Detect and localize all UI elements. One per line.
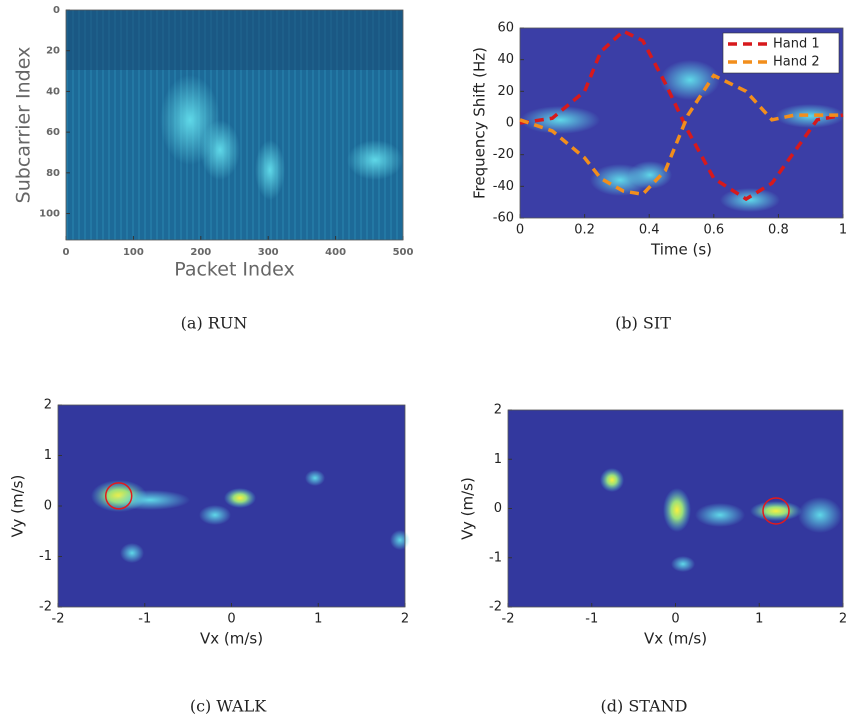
y-tick-label: 0 — [44, 499, 52, 514]
plot-frame — [507, 409, 844, 608]
x-tick-label: 2 — [401, 612, 409, 627]
x-tick-label: 0.4 — [639, 223, 660, 238]
marker-circle — [104, 482, 133, 510]
x-tick-label: 0 — [516, 223, 524, 238]
x-tick-label: 0 — [227, 612, 235, 627]
caption: (b) SIT — [615, 314, 671, 333]
line-series — [519, 73, 843, 197]
y-tick-label: 20 — [46, 46, 60, 57]
y-tick-label: -20 — [493, 147, 514, 162]
x-tick-label: -2 — [502, 612, 515, 627]
x-tick-label: 200 — [190, 247, 211, 258]
x-tick-label: 0 — [63, 247, 70, 258]
y-tick-label: -2 — [39, 600, 52, 615]
y-axis-label: Vy (m/s) — [459, 477, 477, 540]
x-tick-label: 1 — [839, 223, 847, 238]
legend-label: Hand 2 — [773, 55, 820, 70]
y-tick-label: 2 — [494, 403, 502, 418]
caption: (a) RUN — [181, 314, 248, 333]
y-tick-label: 1 — [494, 452, 502, 467]
x-axis-label: Time (s) — [650, 241, 712, 259]
x-tick-label: 0.8 — [768, 223, 789, 238]
x-tick-label: -2 — [52, 612, 65, 627]
x-tick-label: 300 — [258, 247, 279, 258]
x-axis-label: Vx (m/s) — [644, 630, 707, 648]
y-tick-label: -2 — [489, 600, 502, 615]
y-tick-label: 60 — [46, 127, 60, 138]
line-series — [519, 29, 844, 202]
heatmap-texture — [58, 10, 845, 607]
y-tick-label: 60 — [497, 21, 514, 36]
x-tick-label: 500 — [393, 247, 414, 258]
caption: (d) STAND — [601, 697, 688, 716]
y-tick-label: -60 — [493, 211, 514, 226]
plot-frame — [65, 9, 404, 241]
y-tick-label: 0 — [53, 5, 60, 16]
y-axis-label: Frequency Shift (Hz) — [471, 47, 489, 199]
marker-circle — [762, 497, 790, 525]
y-tick-label: 20 — [497, 84, 514, 99]
x-tick-label: 2 — [839, 612, 847, 627]
y-tick-label: 100 — [39, 209, 60, 220]
y-tick-label: 80 — [46, 168, 60, 179]
y-tick-label: 0 — [506, 116, 514, 131]
y-axis-label: Subcarrier Index — [13, 47, 35, 204]
y-tick-label: 1 — [44, 448, 52, 463]
y-tick-label: 2 — [44, 398, 52, 413]
x-tick-label: 400 — [325, 247, 346, 258]
x-axis-label: Vx (m/s) — [200, 630, 263, 648]
plot-frame — [57, 404, 406, 608]
caption: (c) WALK — [190, 697, 267, 716]
x-tick-label: 0.6 — [703, 223, 724, 238]
x-tick-label: 1 — [314, 612, 322, 627]
y-tick-label: 0 — [494, 501, 502, 516]
legend-label: Hand 1 — [773, 37, 820, 52]
y-tick-label: -1 — [489, 550, 502, 565]
x-axis-label: Packet Index — [174, 259, 295, 281]
y-tick-label: 40 — [46, 86, 60, 97]
x-tick-label: 0.2 — [574, 223, 595, 238]
y-axis-label: Vy (m/s) — [9, 475, 27, 538]
legend-box — [722, 32, 840, 74]
y-tick-label: -40 — [493, 179, 514, 194]
x-tick-label: 100 — [123, 247, 144, 258]
y-tick-label: 40 — [497, 52, 514, 67]
x-tick-label: -1 — [585, 612, 598, 627]
y-tick-label: -1 — [39, 549, 52, 564]
x-tick-label: 0 — [671, 612, 679, 627]
x-tick-label: -1 — [138, 612, 151, 627]
x-tick-label: 1 — [755, 612, 763, 627]
